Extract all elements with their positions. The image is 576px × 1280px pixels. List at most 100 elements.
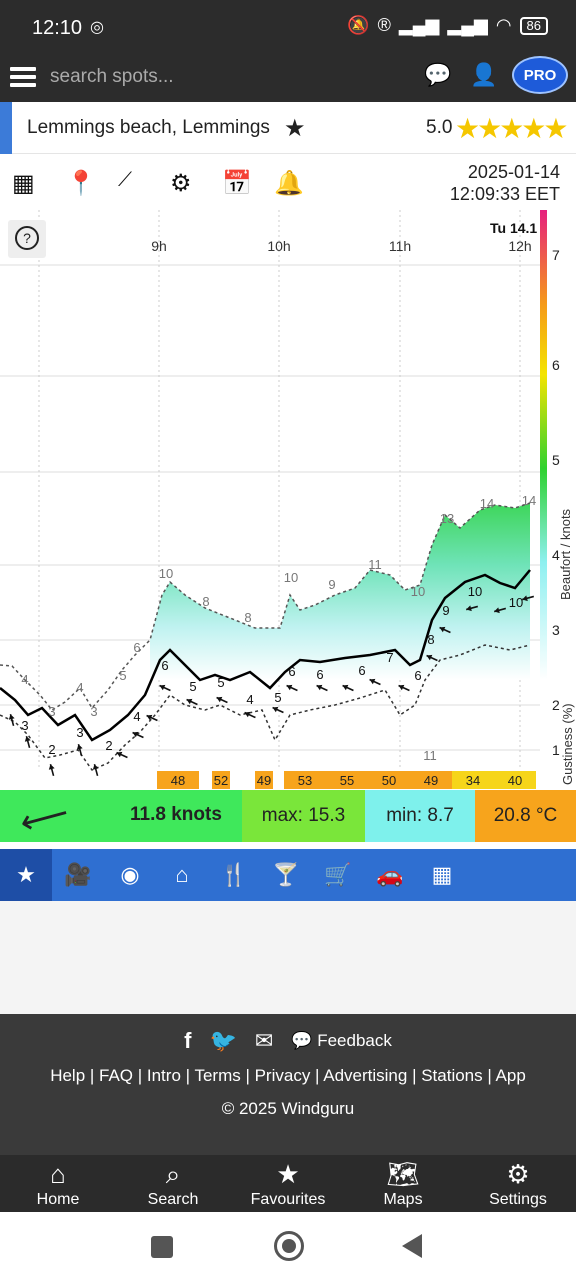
wind-arrow: [272, 706, 284, 714]
gustiness-value: 55: [340, 773, 354, 788]
grid-icon[interactable]: ▦: [12, 170, 35, 197]
wind-arrow: [146, 714, 158, 722]
avg-label: 7: [386, 650, 393, 665]
gust-label: 13: [440, 511, 454, 526]
spot-name[interactable]: Lemmings beach, Lemmings: [27, 117, 270, 138]
favourite-star-icon[interactable]: ★: [284, 115, 306, 142]
status-bar: 12:10 ◎ 🔕 ® ▂▄▆ ▂▄▆ ◠ 86: [0, 0, 576, 56]
gust-label: 14: [480, 496, 494, 511]
category-webcam-icon[interactable]: 🎥: [64, 862, 92, 887]
home-system-icon[interactable]: [274, 1231, 304, 1261]
beaufort-scale-bar: [540, 210, 547, 680]
nav-search[interactable]: ⌕ Search: [123, 1155, 223, 1212]
category-more-icon[interactable]: ▦: [431, 862, 453, 887]
nav-settings[interactable]: ⚙ Settings: [468, 1155, 568, 1212]
beaufort-axis-label: Beaufort / knots: [558, 508, 573, 600]
wind-arrow-head: [216, 696, 223, 703]
nav-maps[interactable]: 🗺 Maps: [353, 1155, 453, 1212]
wind-arrow: [244, 711, 256, 719]
back-icon[interactable]: [402, 1234, 422, 1258]
wind-arrow: [342, 684, 354, 692]
pro-badge[interactable]: PRO: [512, 56, 568, 94]
wind-arrow-head: [398, 684, 405, 691]
wind-arrow: [521, 595, 535, 602]
beaufort-tick: 6: [552, 357, 560, 373]
beaufort-tick: 4: [552, 547, 560, 563]
category-restaurant-icon[interactable]: 🍴: [220, 862, 248, 887]
top-bar: search spots... 💬 👤 PRO: [0, 56, 576, 102]
help-button[interactable]: ?: [8, 220, 46, 258]
time-tick: 9h: [151, 238, 167, 254]
gust-label: 3: [90, 704, 97, 719]
nav-home[interactable]: ⌂ Home: [8, 1155, 108, 1212]
gustiness-value: 53: [298, 773, 312, 788]
status-icons: 🔕 ® ▂▄▆ ▂▄▆ ◠ 86: [347, 15, 548, 36]
category-shop-icon[interactable]: 🛒: [324, 862, 352, 887]
gust-label: 10: [411, 584, 425, 599]
wind-arrow: [186, 698, 198, 706]
avg-label: 6: [316, 667, 323, 682]
feedback-link[interactable]: 💬 Feedback: [291, 1031, 392, 1051]
gust-label: 6: [133, 640, 140, 655]
avg-label: 9: [442, 603, 449, 618]
wind-arrow: [398, 684, 410, 692]
wind-arrow-head: [316, 684, 323, 691]
wind-arrow-head: [244, 711, 251, 718]
signal-icon: ▂▄▆: [398, 15, 440, 35]
footer-links[interactable]: Help | FAQ | Intro | Terms | Privacy | A…: [50, 1066, 526, 1085]
gustiness-cell: [212, 771, 230, 789]
beaufort-tick: 1: [552, 742, 560, 758]
wind-chart[interactable]: 4 3 4 3 5 6 10 8 8 10 9 11 10 11 13 14 14 3 2 3 2 4 6 5 5 4 5 6 6 6 7 6…: [0, 210, 576, 790]
gustiness-value: 52: [214, 773, 228, 788]
gustiness-axis-label: Gustiness (%): [560, 703, 575, 785]
search-input[interactable]: search spots...: [50, 66, 174, 87]
category-accommodation-icon[interactable]: ⌂: [175, 862, 189, 887]
wind-arrow-head: [369, 678, 376, 685]
nav-home-label: Home: [36, 1191, 80, 1208]
feedback-icon: 💬: [291, 1031, 313, 1050]
category-favourites-icon[interactable]: ★: [0, 849, 52, 901]
chrome-icon: ◎: [90, 19, 104, 36]
twitter-icon[interactable]: 🐦: [209, 1028, 237, 1053]
mail-icon[interactable]: ✉: [254, 1028, 274, 1053]
location-pin-icon[interactable]: 📍: [66, 170, 96, 197]
nav-favourites[interactable]: ★ Favourites: [238, 1155, 338, 1212]
facebook-icon[interactable]: f: [184, 1028, 192, 1053]
gustiness-value: 34: [466, 773, 480, 788]
wind-arrow-head: [286, 684, 293, 691]
category-car-icon[interactable]: 🚗: [376, 862, 404, 887]
wifi-icon: ◠: [495, 15, 512, 35]
recents-icon[interactable]: [151, 1236, 173, 1258]
avg-label: 4: [133, 709, 140, 724]
menu-icon[interactable]: [10, 63, 36, 87]
settings-icon: ⚙: [506, 1159, 530, 1189]
avg-label: 6: [161, 658, 168, 673]
gust-label: 4: [76, 680, 83, 695]
bell-icon[interactable]: 🔔: [274, 170, 304, 197]
nav-settings-label: Settings: [489, 1191, 547, 1208]
time-ticks: 9h 10h 11h 12h: [151, 238, 531, 254]
status-time: 12:10: [32, 17, 83, 39]
settings-gear-icon[interactable]: ⚙: [170, 170, 192, 197]
gustiness-bar: 48 52 49 53 55 50 49 34 40: [157, 771, 536, 789]
avg-label: 10: [509, 595, 523, 610]
avg-label: 5: [217, 675, 224, 690]
gust-label: 14: [522, 493, 536, 508]
wind-arrow: [48, 763, 55, 777]
graph-icon[interactable]: ⟋: [118, 169, 132, 191]
time-tick: 12h: [508, 238, 531, 254]
category-bar-icon[interactable]: 🍸: [272, 862, 300, 887]
gust-label: 8: [244, 610, 251, 625]
calendar-icon[interactable]: 📅: [222, 170, 252, 197]
chat-icon[interactable]: 💬: [424, 62, 452, 87]
wind-arrow: [92, 763, 99, 777]
day-label: Tu 14.1: [490, 220, 537, 236]
gust-label: 9: [328, 577, 335, 592]
category-station-icon[interactable]: ◉: [120, 862, 140, 887]
user-icon[interactable]: 👤: [470, 62, 498, 87]
gust-label: 10: [159, 566, 173, 581]
wind-arrow: [159, 684, 171, 692]
feedback-label: Feedback: [317, 1031, 392, 1050]
social-links: f 🐦 ✉ 💬 Feedback: [0, 1028, 576, 1054]
